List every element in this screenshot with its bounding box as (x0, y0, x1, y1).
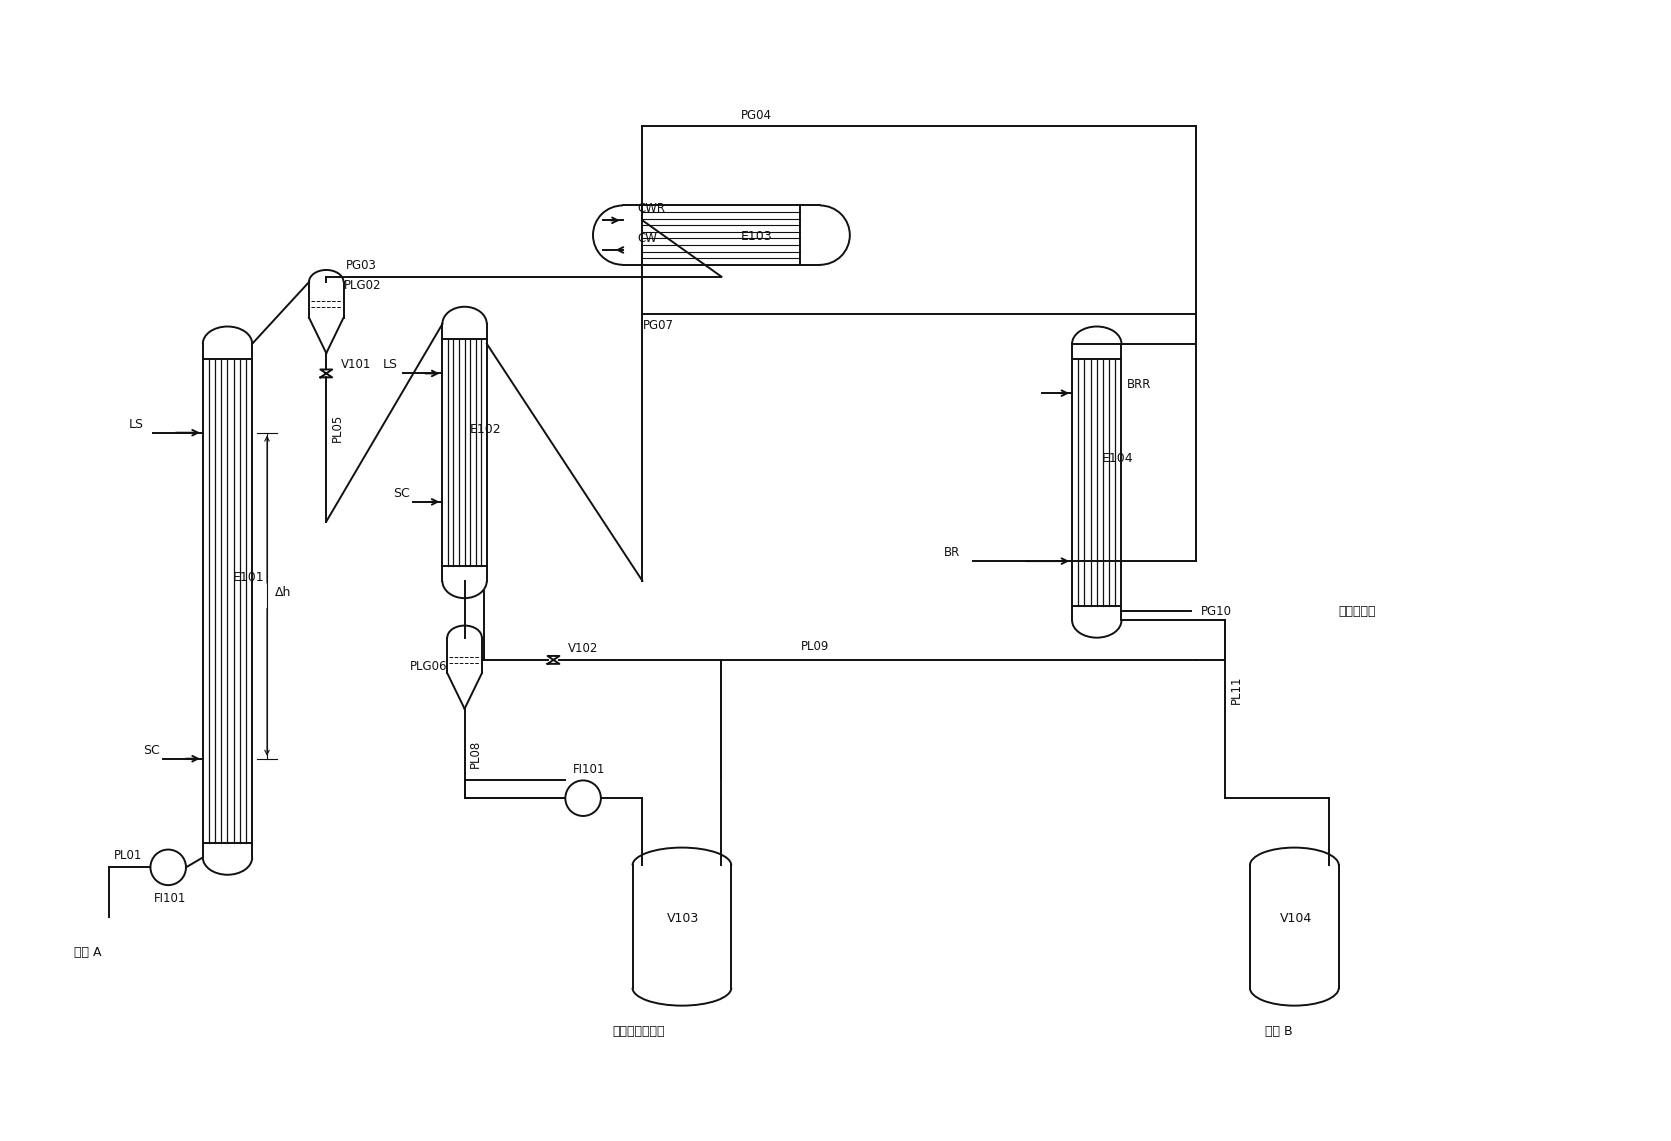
Text: 脱溶后液体成品: 脱溶后液体成品 (613, 1026, 665, 1038)
Text: PL01: PL01 (114, 849, 142, 863)
Text: FI101: FI101 (154, 892, 185, 905)
Text: CWR: CWR (637, 202, 665, 216)
Text: LS: LS (129, 418, 144, 431)
Text: FI101: FI101 (573, 763, 605, 777)
Text: 溶液 A: 溶液 A (75, 946, 102, 960)
Text: Δh: Δh (276, 585, 291, 599)
Text: PL08: PL08 (468, 739, 481, 768)
Text: PL09: PL09 (800, 640, 829, 653)
Text: PG10: PG10 (1200, 606, 1232, 618)
Text: E102: E102 (470, 422, 501, 436)
Text: PLG06: PLG06 (411, 659, 448, 673)
Text: V101: V101 (341, 358, 371, 372)
Text: SC: SC (144, 744, 160, 756)
Text: E103: E103 (742, 230, 772, 243)
Text: SC: SC (393, 487, 409, 500)
Text: BRR: BRR (1126, 379, 1151, 391)
Text: V102: V102 (568, 642, 598, 655)
Text: E101: E101 (232, 570, 264, 584)
Text: 接真空系统: 接真空系统 (1338, 606, 1377, 618)
Text: PLG02: PLG02 (344, 280, 381, 292)
Text: LS: LS (383, 358, 398, 372)
Text: BR: BR (944, 547, 959, 559)
Text: E104: E104 (1101, 452, 1133, 466)
Text: PG04: PG04 (742, 108, 772, 122)
Text: V103: V103 (667, 912, 700, 924)
Text: PG03: PG03 (346, 259, 378, 272)
Text: PL05: PL05 (331, 414, 344, 442)
Text: 溶剂 B: 溶剂 B (1265, 1026, 1292, 1038)
Text: CW: CW (637, 232, 657, 245)
Text: PG07: PG07 (642, 319, 673, 332)
Text: PL11: PL11 (1230, 675, 1243, 704)
Text: V104: V104 (1280, 912, 1312, 924)
